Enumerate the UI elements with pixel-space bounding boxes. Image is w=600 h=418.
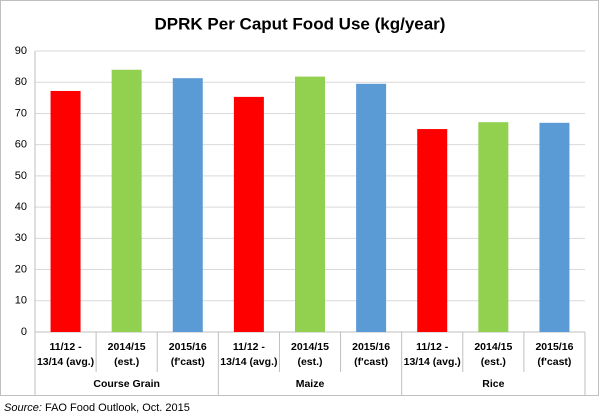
category-label: 2014/15 <box>108 341 146 353</box>
bar <box>478 122 509 332</box>
category-label: (est.) <box>297 356 322 368</box>
bar <box>172 78 203 332</box>
bar <box>417 129 448 332</box>
group-label: Rice <box>482 378 504 390</box>
group-label: Course Grain <box>93 378 160 390</box>
bar <box>50 90 81 332</box>
category-label: (est.) <box>481 356 506 368</box>
category-label: 2015/16 <box>169 341 207 353</box>
y-tick-label: 70 <box>15 107 27 119</box>
y-tick-label: 60 <box>15 139 27 151</box>
category-label: 11/12 - <box>416 341 449 353</box>
y-tick-label: 30 <box>15 232 27 244</box>
category-label: 2014/15 <box>291 341 329 353</box>
y-tick-label: 40 <box>15 201 27 213</box>
category-label: 13/14 (avg.) <box>404 356 461 368</box>
chart-title: DPRK Per Caput Food Use (kg/year) <box>155 14 446 33</box>
category-label: (f'cast) <box>537 356 571 368</box>
bar <box>111 69 142 332</box>
source-text: FAO Food Outlook, Oct. 2015 <box>45 402 190 414</box>
category-label: 13/14 (avg.) <box>37 356 94 368</box>
y-tick-label: 0 <box>21 326 27 338</box>
category-label: (f'cast) <box>171 356 205 368</box>
y-tick-label: 50 <box>15 170 27 182</box>
y-tick-label: 20 <box>15 263 27 275</box>
bar <box>295 76 325 332</box>
bar <box>539 122 570 332</box>
category-label: (f'cast) <box>354 356 388 368</box>
bar <box>356 83 387 333</box>
category-label: 11/12 - <box>233 341 266 353</box>
category-label: 11/12 - <box>49 341 82 353</box>
y-tick-label: 80 <box>15 76 27 88</box>
y-tick-label: 10 <box>15 295 27 307</box>
y-tick-label: 90 <box>15 45 27 57</box>
category-label: 2015/16 <box>535 341 573 353</box>
category-label: 13/14 (avg.) <box>220 356 277 368</box>
source-note: Source: FAO Food Outlook, Oct. 2015 <box>4 402 190 414</box>
group-label: Maize <box>296 378 325 390</box>
category-label: 2015/16 <box>352 341 390 353</box>
category-label: 2014/15 <box>474 341 512 353</box>
source-label: Source: <box>4 402 42 414</box>
category-label: (est.) <box>114 356 139 368</box>
bar <box>233 96 264 332</box>
